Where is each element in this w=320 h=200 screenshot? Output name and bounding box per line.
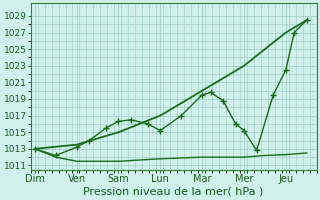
X-axis label: Pression niveau de la mer( hPa ): Pression niveau de la mer( hPa ) [84, 187, 264, 197]
